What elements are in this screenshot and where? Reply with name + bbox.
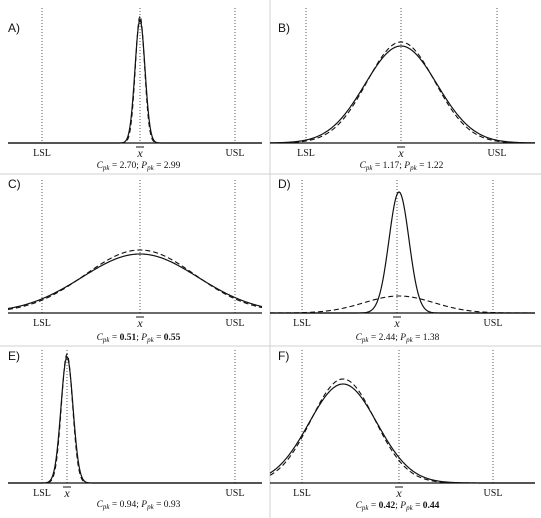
- panel-b-caption: Cpk = 1.17; Ppk = 1.22: [360, 161, 444, 172]
- panel-e-solid-curve: [8, 355, 262, 484]
- panel-b-mean-label: x: [397, 146, 404, 160]
- panel-a-mean-label: x: [136, 146, 143, 160]
- panel-b-dashed-curve: [269, 41, 536, 144]
- panel-c-solid-curve: [7, 253, 263, 310]
- panel-a-letter: A): [8, 21, 20, 35]
- panel-b-lsl-label: LSL: [297, 148, 315, 159]
- panel-f-usl-label: USL: [484, 488, 503, 499]
- panel-a-solid-curve: [8, 18, 262, 144]
- panel-e-lsl-label: LSL: [33, 488, 51, 499]
- panel-a-dashed-curve: [8, 14, 262, 144]
- panel-a-caption: Cpk = 2.70; Ppk = 2.99: [97, 161, 181, 172]
- panel-e-mean-label: x: [63, 486, 70, 500]
- panel-c-lsl-label: LSL: [33, 318, 51, 329]
- panel-d-solid-curve: [270, 191, 535, 314]
- panel-b-usl-label: USL: [488, 148, 507, 159]
- panel-b-solid-curve: [269, 45, 536, 144]
- panel-d-dashed-curve: [270, 295, 535, 314]
- panel-c-mean-label: x: [136, 316, 143, 330]
- panel-c-caption: Cpk = 0.51; Ppk = 0.55: [97, 333, 181, 344]
- panel-f-caption: Cpk = 0.42; Ppk = 0.44: [356, 501, 440, 512]
- panel-a-usl-label: USL: [226, 148, 245, 159]
- panel-f-letter: F): [278, 349, 289, 363]
- panel-d-lsl-label: LSL: [293, 318, 311, 329]
- panel-c-letter: C): [8, 177, 21, 191]
- panel-d-letter: D): [278, 177, 291, 191]
- panel-e-caption: Cpk = 0.94; Ppk = 0.93: [97, 500, 181, 511]
- panel-c-dashed-curve: [7, 249, 263, 311]
- panel-d-caption: Cpk = 2.44; Ppk = 1.38: [356, 333, 440, 344]
- panel-e-letter: E): [8, 349, 20, 363]
- panel-c-usl-label: USL: [226, 318, 245, 329]
- panel-e-dashed-curve: [8, 352, 262, 484]
- panel-d-mean-label: x: [393, 316, 400, 330]
- panel-f-dashed-curve: [269, 378, 535, 484]
- panel-d-usl-label: USL: [484, 318, 503, 329]
- panel-b-letter: B): [278, 21, 290, 35]
- panel-f-mean-label: x: [395, 486, 402, 500]
- panel-f-solid-curve: [269, 383, 535, 484]
- panel-f-lsl-label: LSL: [293, 488, 311, 499]
- panel-e-usl-label: USL: [226, 488, 245, 499]
- panel-a-lsl-label: LSL: [33, 148, 51, 159]
